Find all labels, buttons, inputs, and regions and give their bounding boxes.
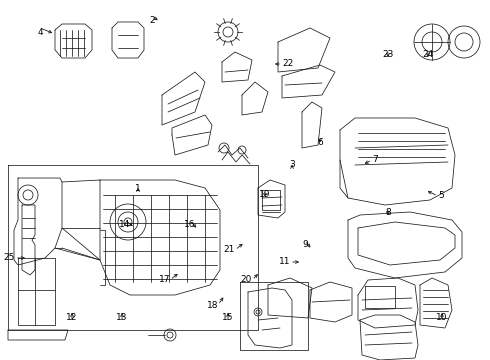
Text: 17: 17 — [158, 275, 170, 284]
Text: 14: 14 — [119, 220, 131, 229]
Text: 23: 23 — [382, 50, 393, 59]
Text: 19: 19 — [259, 190, 271, 199]
Text: 12: 12 — [66, 313, 78, 322]
Text: 8: 8 — [385, 208, 391, 217]
Text: 9: 9 — [302, 240, 308, 249]
Text: 10: 10 — [436, 313, 448, 322]
Text: 21: 21 — [223, 246, 235, 255]
Text: 5: 5 — [438, 192, 444, 201]
Text: 4: 4 — [37, 28, 43, 37]
Text: 16: 16 — [184, 220, 196, 229]
Text: 25: 25 — [3, 253, 15, 262]
Text: 6: 6 — [317, 138, 323, 147]
Text: 3: 3 — [289, 160, 295, 169]
Text: 7: 7 — [372, 156, 378, 165]
Text: 1: 1 — [135, 184, 141, 193]
Text: 11: 11 — [278, 257, 290, 266]
Text: 15: 15 — [222, 313, 234, 322]
Text: 13: 13 — [116, 313, 128, 322]
Text: 18: 18 — [206, 301, 218, 310]
Text: 24: 24 — [422, 50, 434, 59]
Text: 20: 20 — [241, 275, 252, 284]
Text: 2: 2 — [149, 16, 155, 25]
Text: 22: 22 — [282, 59, 293, 68]
